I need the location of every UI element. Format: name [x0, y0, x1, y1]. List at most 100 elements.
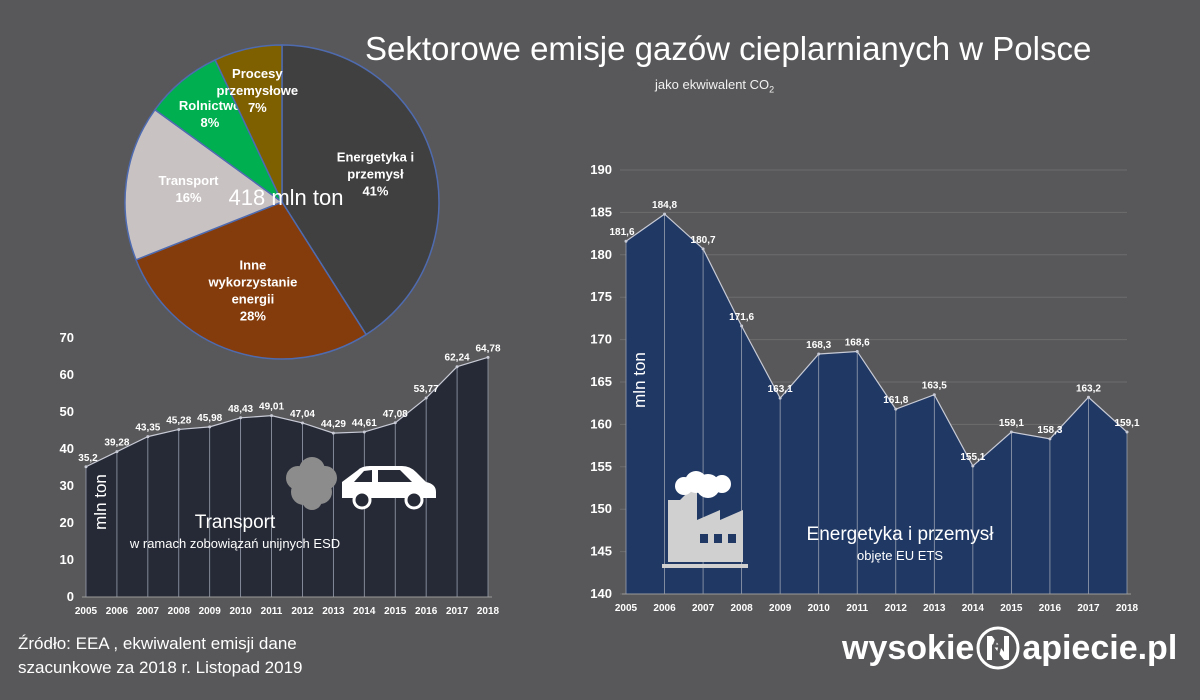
source-line-2: szacunkowe za 2018 r. Listopad 2019	[18, 658, 303, 677]
logo-text-left: wysokie	[842, 628, 975, 667]
ets-chart: 140 145 150 155 160 165 170 175 180 185 190 2005 200…	[590, 162, 1140, 614]
smoke-puff	[713, 475, 731, 493]
data-point	[208, 425, 212, 429]
data-label: 39,28	[104, 438, 129, 449]
pie-slice-value: 8%	[201, 115, 220, 130]
x-tick-label: 2014	[353, 606, 376, 617]
x-tick-label: 2018	[1116, 603, 1139, 614]
data-point	[486, 355, 490, 359]
pie-slice-label: Procesy	[232, 66, 283, 81]
data-point	[239, 416, 243, 420]
data-label: 44,61	[352, 418, 377, 429]
pie-slice-label: Rolnictwo	[179, 98, 241, 113]
smoke-cloud-icon	[286, 457, 337, 510]
y-tick-label: 185	[590, 204, 612, 219]
y-tick-label: 0	[67, 589, 74, 604]
x-tick-label: 2005	[615, 603, 638, 614]
y-axis-label: mln ton	[91, 474, 110, 530]
x-tick-label: 2013	[923, 603, 946, 614]
data-point	[971, 464, 975, 468]
y-tick-label: 145	[590, 544, 612, 559]
y-tick-label: 190	[590, 162, 612, 177]
x-tick-label: 2010	[229, 606, 252, 617]
x-tick-label: 2010	[808, 603, 831, 614]
data-label: 163,1	[768, 384, 793, 395]
pie-slice-label: wykorzystanie	[207, 275, 297, 290]
data-point	[424, 396, 428, 400]
y-tick-label: 180	[590, 247, 612, 262]
x-tick-label: 2007	[692, 603, 715, 614]
data-point	[1009, 430, 1013, 434]
y-tick-label: 30	[60, 478, 74, 493]
data-point	[331, 431, 335, 435]
data-point	[778, 396, 782, 400]
x-tick-label: 2015	[384, 606, 407, 617]
data-label: 163,2	[1076, 383, 1101, 394]
x-tick-label: 2017	[1077, 603, 1100, 614]
pie-slice-label: Energetyka i	[337, 149, 414, 164]
chart-title: Sektorowe emisje gazów cieplarnianych w …	[365, 30, 1092, 67]
data-label: 48,43	[228, 404, 253, 415]
transport-chart: 0 10 20 30 40 50 60 70 2005 2006 2007 2008 2009 2010 2…	[60, 330, 501, 617]
data-point	[146, 435, 150, 439]
data-point	[663, 212, 667, 216]
data-point	[624, 239, 628, 243]
data-point	[701, 247, 705, 251]
data-point	[817, 352, 821, 356]
y-tick-label: 50	[60, 404, 74, 419]
pie-slice	[135, 201, 368, 360]
x-tick-label: 2006	[106, 606, 129, 617]
data-point	[932, 393, 936, 397]
y-tick-label: 175	[590, 289, 612, 304]
data-label: 184,8	[652, 200, 677, 211]
data-label: 168,3	[806, 340, 831, 351]
factory-window	[700, 534, 708, 543]
car-wheel	[404, 490, 424, 510]
y-tick-label: 155	[590, 459, 612, 474]
x-tick-label: 2014	[962, 603, 985, 614]
x-tick-label: 2012	[885, 603, 908, 614]
data-label: 159,1	[1114, 418, 1139, 429]
panel-title: Transport	[195, 512, 276, 533]
car-wheel	[352, 490, 372, 510]
data-point	[84, 465, 88, 469]
data-point	[894, 407, 898, 411]
panel-subtitle: w ramach zobowiązań unijnych ESD	[129, 536, 340, 551]
pie-slice	[214, 44, 283, 203]
data-point	[1125, 430, 1129, 434]
x-tick-label: 2008	[168, 606, 191, 617]
data-label: 62,24	[445, 353, 470, 364]
x-tick-label: 2016	[1039, 603, 1062, 614]
y-tick-label: 10	[60, 552, 74, 567]
data-point	[300, 421, 304, 425]
y-tick-label: 140	[590, 586, 612, 601]
y-tick-label: 60	[60, 367, 74, 382]
car-icon	[342, 466, 436, 510]
data-point	[115, 450, 119, 454]
x-tick-label: 2011	[846, 603, 868, 614]
factory-window	[714, 534, 722, 543]
data-point	[1048, 437, 1052, 441]
pie-center-label: 418 mln ton	[229, 185, 344, 210]
pie-slice-value: 41%	[362, 183, 388, 198]
pie-slice-label: Transport	[159, 173, 220, 188]
y-tick-label: 40	[60, 441, 74, 456]
data-label: 64,78	[475, 343, 500, 354]
area-fill	[626, 214, 1127, 594]
data-point	[393, 421, 397, 425]
data-label: 43,35	[135, 423, 160, 434]
data-label: 161,8	[883, 395, 908, 406]
source-note: Źródło: EEA , ekwiwalent emisji dane sza…	[18, 632, 302, 680]
y-axis-label: mln ton	[630, 352, 649, 408]
x-tick-label: 2017	[446, 606, 469, 617]
y-tick-label: 20	[60, 515, 74, 530]
series-line	[625, 213, 1128, 467]
y-tick-label: 160	[590, 416, 612, 431]
x-tick-label: 2009	[199, 606, 222, 617]
y-tick-label: 170	[590, 332, 612, 347]
panel-subtitle: objęte EU ETS	[857, 548, 943, 563]
data-label: 45,28	[166, 415, 191, 426]
data-label: 53,77	[414, 384, 439, 395]
pie-slice-label: Inne	[240, 258, 267, 273]
